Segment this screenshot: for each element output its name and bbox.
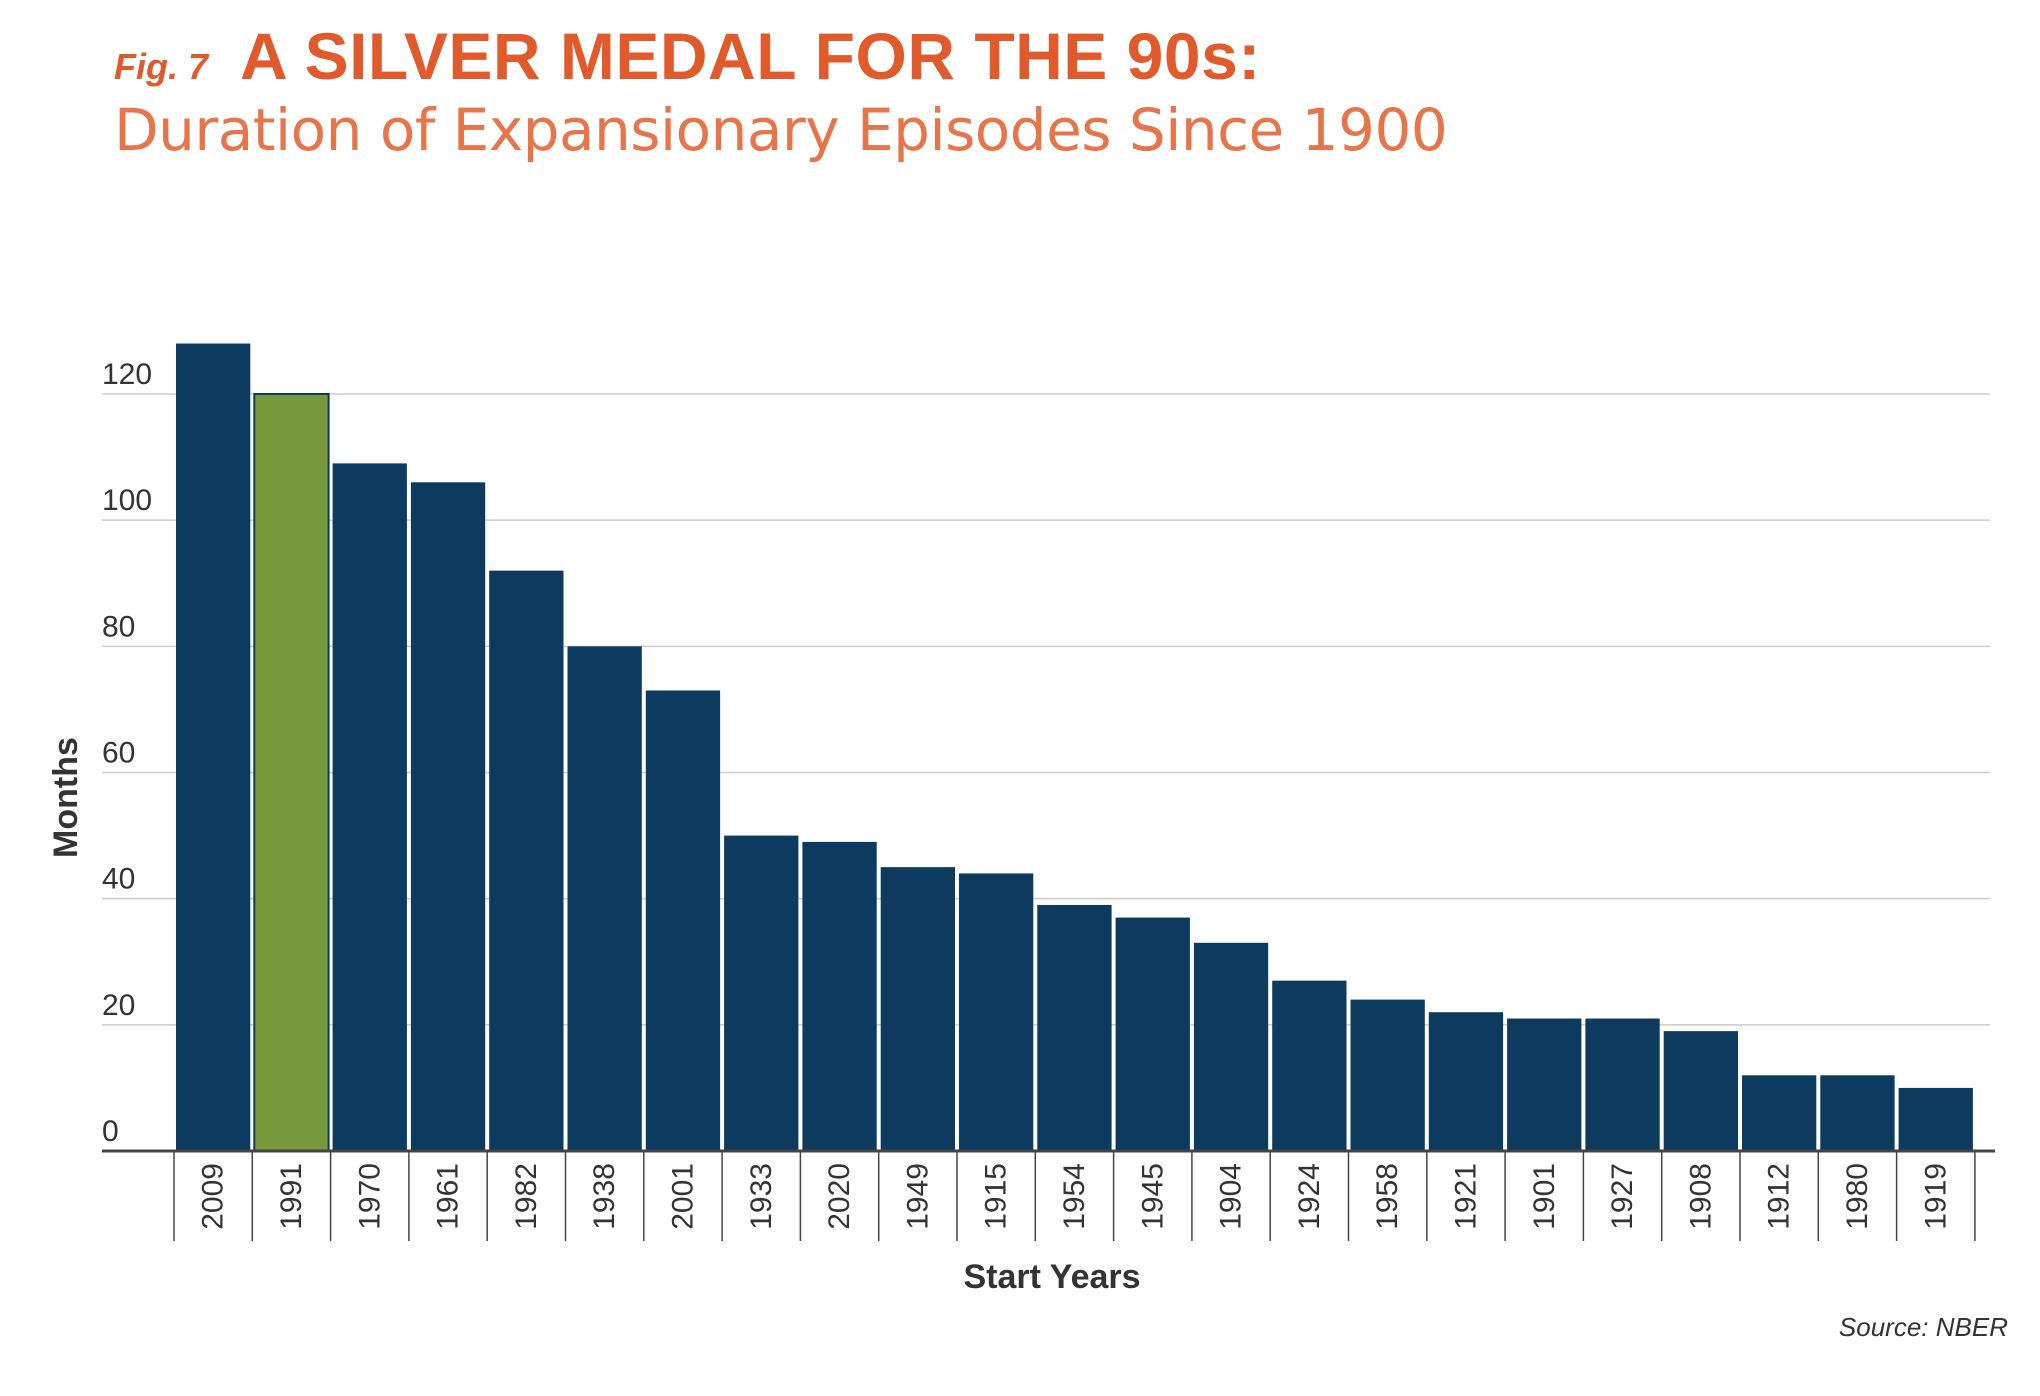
chart-header: Fig. 7 A SILVER MEDAL FOR THE 90s: Durat… <box>114 18 1914 164</box>
x-tick-label-1980: 1980 <box>1841 1163 1874 1230</box>
y-axis-tick-labels: 0 20 40 60 80 100 120 <box>102 358 152 1148</box>
x-tick-label-1919: 1919 <box>1919 1163 1952 1230</box>
bar-1912 <box>1742 1075 1817 1151</box>
y-tick-label: 0 <box>102 1115 119 1148</box>
bar-1970 <box>332 463 407 1151</box>
bar-1958 <box>1350 999 1425 1151</box>
x-tick-label-1970: 1970 <box>353 1163 386 1230</box>
y-tick-label: 120 <box>102 358 152 391</box>
x-tick-label-1945: 1945 <box>1136 1163 1169 1230</box>
bar-1982 <box>489 570 564 1151</box>
x-tick-label-2009: 2009 <box>197 1163 230 1230</box>
x-tick-label-1954: 1954 <box>1058 1163 1091 1230</box>
x-tick-label-1933: 1933 <box>745 1163 778 1230</box>
x-tick-label-1982: 1982 <box>510 1163 543 1230</box>
x-tick-label-1958: 1958 <box>1371 1163 1404 1230</box>
y-tick-label: 40 <box>102 863 135 896</box>
x-tick-label-2001: 2001 <box>666 1163 699 1230</box>
bar-2009 <box>176 343 251 1151</box>
x-axis-tick-labels: 2009 1991 1970 1961 1982 1938 2001 1933 2020 1949… <box>197 1163 1953 1230</box>
y-tick-label: 80 <box>102 610 135 643</box>
y-axis-label: Months <box>47 737 85 858</box>
bar-1933 <box>724 835 799 1151</box>
bar-1927 <box>1585 1018 1660 1151</box>
x-axis <box>102 1149 1995 1241</box>
x-tick-label-1961: 1961 <box>432 1163 465 1230</box>
bar-1904 <box>1193 942 1269 1151</box>
source-note: Source: NBER <box>1838 1312 2008 1342</box>
bar-1921 <box>1428 1012 1504 1151</box>
bar-1938 <box>567 646 642 1151</box>
x-tick-label-1921: 1921 <box>1449 1163 1482 1230</box>
bar-1980 <box>1820 1075 1895 1151</box>
x-tick-label-1949: 1949 <box>901 1163 934 1230</box>
bar-1949 <box>880 867 955 1151</box>
x-tick-label-1904: 1904 <box>1215 1163 1248 1230</box>
chart-subtitle: Duration of Expansionary Episodes Since … <box>114 96 1448 164</box>
x-tick-label-1938: 1938 <box>588 1163 621 1230</box>
bar-1945 <box>1115 917 1190 1151</box>
bar-1915 <box>959 873 1034 1151</box>
y-tick-label: 20 <box>102 989 135 1022</box>
x-axis-label: Start Years <box>963 1258 1140 1296</box>
x-tick-label-1908: 1908 <box>1684 1163 1717 1230</box>
chart-title: A SILVER MEDAL FOR THE 90s: <box>240 19 1261 93</box>
x-tick-label-1924: 1924 <box>1293 1163 1326 1230</box>
bar-1991 <box>253 393 330 1152</box>
title-line: Fig. 7 A SILVER MEDAL FOR THE 90s: <box>114 18 1914 94</box>
figure-label: Fig. 7 <box>114 46 209 87</box>
y-tick-label: 100 <box>102 484 152 517</box>
bar-1908 <box>1663 1031 1738 1151</box>
bar-1924 <box>1272 980 1347 1151</box>
bar-1961 <box>410 482 486 1152</box>
bar-2001 <box>645 690 721 1151</box>
x-tick-label-1901: 1901 <box>1528 1163 1561 1230</box>
x-tick-label-1927: 1927 <box>1606 1163 1639 1230</box>
x-tick-label-2020: 2020 <box>823 1163 856 1230</box>
y-tick-label: 60 <box>102 737 135 770</box>
bar-1901 <box>1507 1018 1582 1151</box>
bar-1919 <box>1898 1087 1973 1151</box>
x-tick-label-1912: 1912 <box>1763 1163 1796 1230</box>
bar-1954 <box>1037 904 1112 1151</box>
x-tick-label-1991: 1991 <box>275 1163 308 1230</box>
bar-2020 <box>802 841 877 1151</box>
bars <box>176 343 1973 1152</box>
x-tick-label-1915: 1915 <box>980 1163 1013 1230</box>
